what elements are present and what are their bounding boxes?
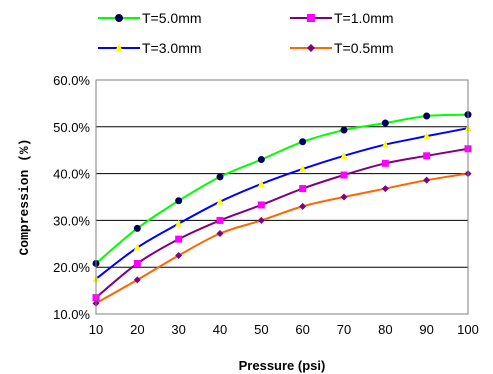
data-point (423, 132, 431, 140)
series-line-3 (95, 172, 469, 305)
data-point (133, 276, 141, 284)
data-point (299, 202, 307, 210)
data-point (216, 230, 224, 238)
x-tick-label: 50 (254, 322, 268, 337)
data-point (133, 243, 141, 251)
series-lines (95, 113, 469, 305)
x-tick-label: 60 (295, 322, 309, 337)
y-tick-label: 30.0% (53, 213, 90, 228)
data-point (381, 140, 389, 148)
legend-item: T=3.0mm (98, 40, 202, 56)
y-tick-labels: 10.0% 20.0% 30.0% 40.0% 50.0% 60.0% (53, 73, 90, 322)
data-point (133, 259, 141, 267)
x-tick-label: 10 (89, 322, 103, 337)
legend-item: T=0.5mm (290, 40, 394, 56)
x-tick-labels: 10 20 30 40 50 60 70 80 90 100 (89, 322, 479, 337)
data-point (299, 164, 307, 172)
series-markers (92, 111, 472, 307)
data-point (340, 171, 348, 179)
x-tick-label: 90 (419, 322, 433, 337)
plot-frame (95, 79, 469, 315)
legend-marker (115, 43, 123, 52)
data-point (216, 173, 224, 181)
y-axis-title: Compression (%) (17, 138, 32, 255)
data-point (423, 112, 431, 120)
data-point (257, 179, 265, 187)
x-tick-label: 80 (378, 322, 392, 337)
legend-item: T=1.0mm (290, 10, 394, 26)
series-line-0 (95, 113, 469, 265)
legend: T=5.0mm T=1.0mm T=3.0mm T=0.5mm (98, 10, 394, 56)
legend-item: T=5.0mm (98, 10, 202, 26)
x-axis-title: Pressure (psi) (239, 358, 326, 373)
x-tick-label: 100 (457, 322, 479, 337)
data-point (175, 197, 183, 205)
data-point (257, 201, 265, 209)
y-tick-label: 20.0% (53, 260, 90, 275)
legend-label: T=3.0mm (142, 40, 202, 56)
x-tick-label: 20 (130, 322, 144, 337)
data-point (257, 156, 265, 164)
data-point (381, 159, 389, 167)
data-point (133, 224, 141, 232)
legend-label: T=5.0mm (142, 10, 202, 26)
data-point (175, 235, 183, 243)
series-line-1 (95, 147, 469, 299)
x-tick-label: 30 (171, 322, 185, 337)
data-point (257, 216, 265, 224)
data-point (340, 151, 348, 159)
data-point (381, 119, 389, 127)
legend-marker (307, 44, 315, 52)
data-point (216, 216, 224, 224)
data-point (175, 252, 183, 259)
legend-marker (307, 14, 315, 22)
y-tick-label: 40.0% (53, 167, 90, 182)
data-point (175, 219, 183, 227)
y-tick-label: 10.0% (53, 307, 90, 322)
data-point (340, 193, 348, 201)
data-point (299, 138, 307, 146)
series-line-2 (95, 127, 469, 280)
data-point (381, 185, 389, 193)
y-tick-label: 50.0% (53, 120, 90, 135)
y-tick-label: 60.0% (53, 73, 90, 88)
data-point (216, 197, 224, 205)
x-tick-label: 70 (337, 322, 351, 337)
legend-label: T=0.5mm (334, 40, 394, 56)
data-point (423, 152, 431, 160)
legend-label: T=1.0mm (334, 10, 394, 26)
x-tick-label: 40 (213, 322, 227, 337)
data-point (299, 185, 307, 193)
data-point (423, 176, 431, 184)
data-point (340, 126, 348, 134)
legend-marker (115, 14, 123, 22)
